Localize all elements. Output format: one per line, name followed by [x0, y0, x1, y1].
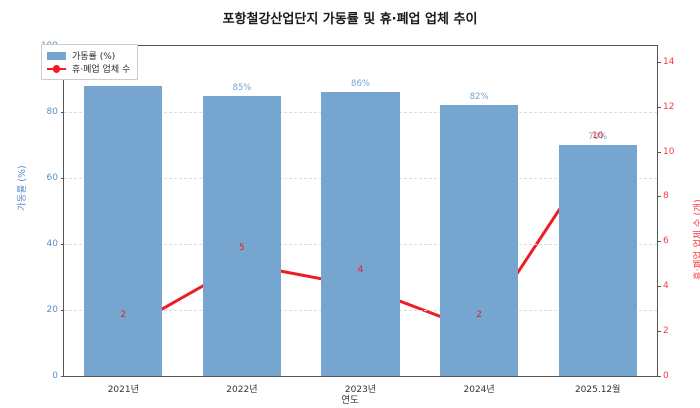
bar-2023년: [321, 92, 400, 376]
y-tick-mark-right: [657, 286, 661, 288]
line-value-label: 2: [476, 310, 482, 321]
line-value-label: 10: [591, 130, 604, 141]
y-tick-mark-right: [657, 61, 661, 63]
y-tick-mark-left: [60, 112, 64, 113]
x-tick-label: 2023년: [344, 385, 377, 395]
y-axis-label-left: 가동률 (%): [17, 165, 28, 211]
y-tick-mark-right: [657, 106, 661, 108]
bar-2025.12월: [558, 145, 637, 376]
bar-swatch-icon: [47, 51, 66, 60]
y-tick-label-right: 0: [663, 371, 669, 381]
y-tick-mark-left: [60, 244, 64, 245]
bar-2022년: [202, 95, 282, 376]
line-value-label: 5: [239, 242, 245, 253]
y-tick-mark-right: [657, 376, 661, 377]
legend-item-closed-businesses: 휴·폐업 업체 수: [47, 62, 130, 75]
y-tick-mark-right: [657, 151, 661, 153]
y-tick-mark-left: [60, 376, 64, 377]
y-tick-mark-right: [657, 241, 661, 243]
y-tick-label-left: 80: [46, 107, 58, 117]
y-tick-label-right: 12: [663, 101, 675, 112]
legend-item-operating-rate: 가동률 (%): [47, 49, 130, 62]
y-tick-label-left: 40: [46, 239, 58, 249]
x-tick-label: 2024년: [463, 385, 495, 395]
x-tick-label: 2025.12월: [574, 385, 621, 395]
y-tick-label-left: 20: [46, 305, 58, 315]
y-tick-mark-right: [657, 331, 661, 333]
x-tick-label: 2022년: [226, 385, 258, 395]
y-tick-label-right: 14: [663, 56, 675, 67]
line-value-label: 2: [120, 310, 127, 321]
bar-value-label: 70%: [588, 132, 608, 142]
y-tick-mark-left: [60, 178, 64, 179]
y-tick-label-right: 4: [663, 281, 669, 292]
bar-value-label: 86%: [351, 79, 370, 90]
line-marker-icon: [47, 64, 66, 74]
bar-value-label: 85%: [232, 82, 252, 93]
y-tick-label-right: 10: [663, 146, 675, 157]
legend-label-closed-businesses: 휴·폐업 업체 수: [72, 65, 131, 75]
y-tick-label-right: 8: [663, 191, 669, 202]
chart-title: 포항철강산업단지 가동률 및 휴·폐업 업체 추이: [222, 12, 478, 27]
plot-area: 0204060801000246810121488%85%86%82%70%20…: [41, 41, 675, 395]
y-axis-label-right: 휴·폐업 업체 수 (개): [693, 199, 700, 280]
x-tick-label: 2021년: [107, 385, 139, 395]
y-tick-label-left: 0: [52, 371, 58, 381]
y-tick-label-right: 6: [663, 236, 669, 247]
bar-2024년: [439, 105, 519, 376]
bar-value-label: 82%: [469, 92, 489, 103]
y-tick-mark-left: [60, 310, 64, 311]
legend-label-operating-rate: 가동률 (%): [72, 52, 116, 62]
chart-legend: 가동률 (%) 휴·폐업 업체 수: [41, 44, 139, 80]
y-tick-mark-right: [657, 196, 661, 198]
line-value-label: 4: [357, 265, 364, 276]
y-tick-label-left: 60: [46, 173, 58, 183]
y-tick-label-right: 2: [663, 326, 669, 337]
bar-2021년: [84, 85, 163, 376]
x-axis-label: 연도: [341, 395, 359, 406]
